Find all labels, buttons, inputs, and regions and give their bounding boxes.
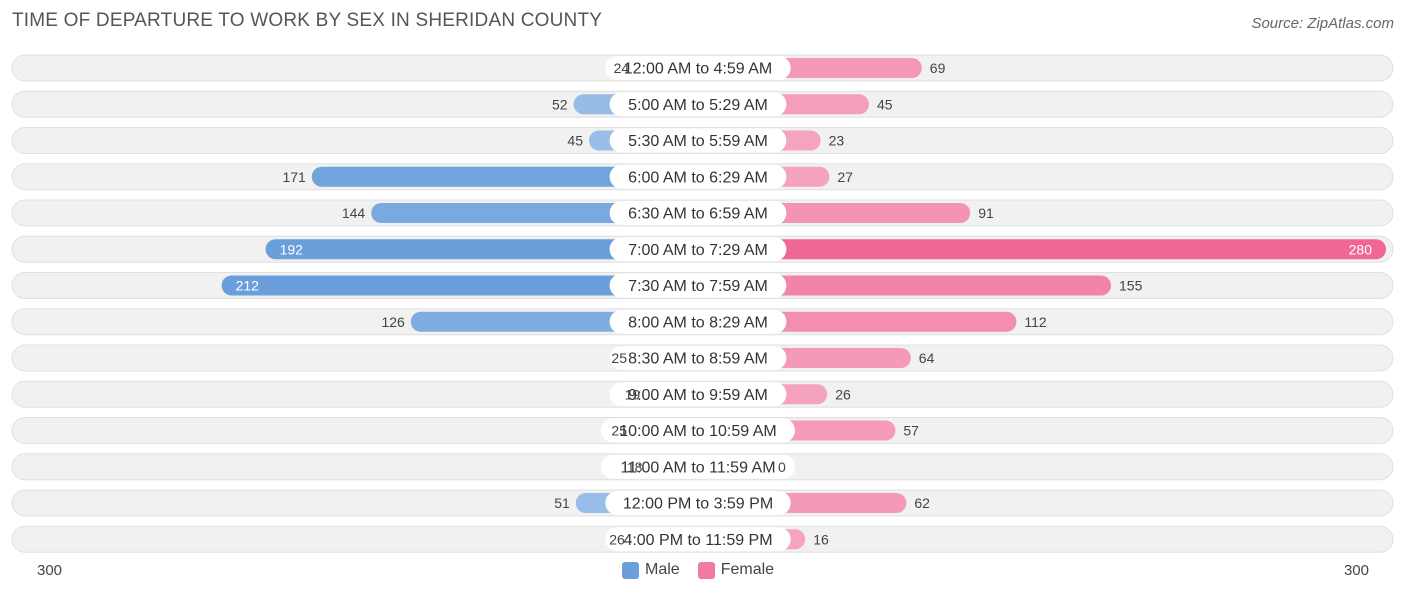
category-label: 5:00 AM to 5:29 AM xyxy=(628,97,768,114)
female-value-label: 45 xyxy=(877,96,893,112)
category-label: 4:00 PM to 11:59 PM xyxy=(623,532,772,549)
female-value-label: 69 xyxy=(930,60,946,76)
category-label-bg xyxy=(609,128,787,153)
male-value-label: 192 xyxy=(280,241,304,257)
category-label-bg xyxy=(609,92,787,117)
male-value-label: 24 xyxy=(614,60,630,76)
category-label: 7:30 AM to 7:59 AM xyxy=(628,278,768,295)
legend-label-female: Female xyxy=(720,561,775,578)
male-value-label: 52 xyxy=(552,96,568,112)
category-label: 12:00 PM to 3:59 PM xyxy=(623,496,773,513)
male-value-label: 126 xyxy=(381,314,405,330)
legend-item-female: Female xyxy=(697,561,775,579)
category-label-bg xyxy=(609,309,787,334)
male-value-label: 18 xyxy=(627,459,643,475)
male-value-label: 212 xyxy=(236,278,260,294)
legend-swatch-female xyxy=(697,561,715,579)
male-bar xyxy=(265,239,698,260)
category-label: 6:30 AM to 6:59 AM xyxy=(628,206,768,223)
female-value-label: 155 xyxy=(1119,278,1143,294)
female-value-label: 16 xyxy=(813,531,829,547)
category-label-bg xyxy=(605,56,791,80)
female-bar xyxy=(698,239,1386,260)
male-bar xyxy=(221,275,698,296)
male-value-label: 171 xyxy=(282,169,306,185)
category-label-bg xyxy=(609,273,787,298)
female-bar xyxy=(698,275,1111,296)
female-value-label: 112 xyxy=(1024,314,1047,330)
female-value-label: 26 xyxy=(835,386,851,402)
source-note: Source: ZipAtlas.com xyxy=(1251,15,1394,32)
female-value-label: 280 xyxy=(1349,241,1373,257)
category-label-bg xyxy=(609,237,787,262)
female-value-label: 57 xyxy=(903,423,919,439)
female-value-label: 91 xyxy=(978,205,994,221)
category-label: 12:00 AM to 4:59 AM xyxy=(624,61,773,78)
legend-swatch-male xyxy=(622,561,639,579)
category-label: 7:00 AM to 7:29 AM xyxy=(628,242,768,259)
female-value-label: 64 xyxy=(919,350,935,366)
category-label: 8:30 AM to 8:59 AM xyxy=(628,351,768,368)
chart-title: TIME OF DEPARTURE TO WORK BY SEX IN SHER… xyxy=(12,10,603,31)
category-label: 11:00 AM to 11:59 AM xyxy=(620,459,775,476)
category-label: 8:00 AM to 8:29 AM xyxy=(628,314,768,331)
category-label-bg xyxy=(609,382,787,407)
male-value-label: 144 xyxy=(342,205,366,221)
legend: Male Female xyxy=(622,561,792,579)
category-label-bg xyxy=(609,201,787,225)
male-value-label: 25 xyxy=(611,423,627,439)
male-value-label: 19 xyxy=(625,386,641,402)
female-value-label: 62 xyxy=(914,495,930,511)
female-value-label: 27 xyxy=(837,169,853,185)
legend-label-male: Male xyxy=(645,561,680,578)
axis-left-label: 300 xyxy=(37,562,63,579)
category-label-bg xyxy=(609,346,787,370)
category-label: 5:30 AM to 5:59 AM xyxy=(628,133,768,150)
male-bar xyxy=(311,166,698,187)
category-label-bg xyxy=(605,527,791,552)
legend-item-male: Male xyxy=(622,561,680,579)
axis-right-label: 300 xyxy=(1343,562,1369,579)
category-label-bg xyxy=(609,164,787,189)
category-label-bg xyxy=(601,418,795,443)
category-label: 9:00 AM to 9:59 AM xyxy=(628,387,768,404)
category-label-bg xyxy=(601,454,795,479)
male-value-label: 26 xyxy=(609,531,625,547)
category-label: 6:00 AM to 6:29 AM xyxy=(628,169,768,186)
female-value-label: 23 xyxy=(829,133,845,149)
female-value-label: 0 xyxy=(778,459,786,475)
category-label-bg xyxy=(605,491,791,515)
category-label: 10:00 AM to 10:59 AM xyxy=(619,423,776,440)
male-value-label: 51 xyxy=(554,495,570,511)
male-value-label: 25 xyxy=(611,350,627,366)
male-value-label: 45 xyxy=(567,133,583,149)
